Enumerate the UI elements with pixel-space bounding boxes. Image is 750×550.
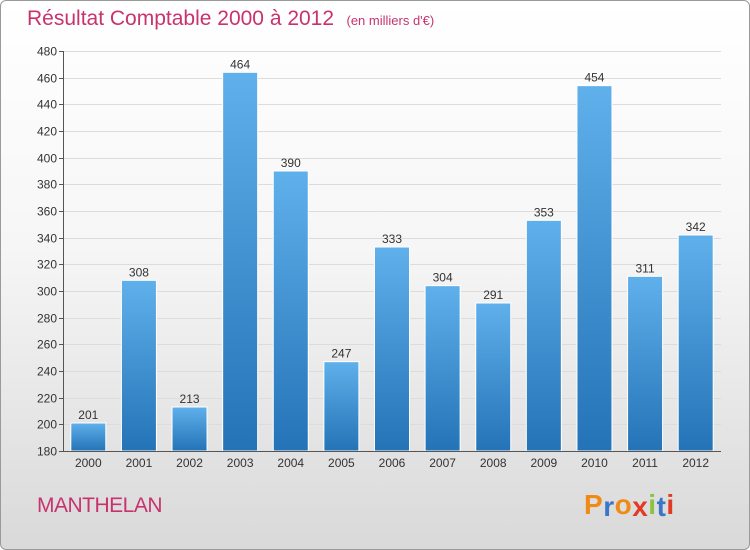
value-label-2006: 333 [382, 232, 402, 246]
bar-2008 [475, 302, 512, 452]
x-tick-label-2004: 2004 [277, 456, 304, 470]
logo-letter: r [603, 491, 615, 522]
bars-group: 201 308 213 464 390 247 333 304 291 353 454 311 342 [70, 57, 714, 452]
value-label-2010: 454 [584, 71, 604, 85]
logo-letter: i [666, 489, 675, 520]
x-tick-label-2010: 2010 [581, 456, 608, 470]
x-tick-label-2012: 2012 [682, 456, 709, 470]
y-tick-label: 480 [37, 45, 57, 59]
bar-2007 [424, 285, 461, 452]
y-tick-label: 260 [37, 338, 57, 352]
value-label-2002: 213 [180, 392, 200, 406]
value-label-2012: 342 [686, 220, 706, 234]
logo-letter: x [632, 491, 649, 522]
value-label-2007: 304 [433, 271, 453, 285]
y-tick-label: 460 [37, 72, 57, 86]
x-tick-label-2003: 2003 [227, 456, 254, 470]
y-tick-label: 420 [37, 125, 57, 139]
bar-2012 [677, 234, 714, 452]
x-tick-label-2009: 2009 [530, 456, 557, 470]
value-label-2008: 291 [483, 288, 503, 302]
y-tick-label: 220 [37, 392, 57, 406]
bar-2011 [627, 275, 664, 452]
x-tick-label-2000: 2000 [75, 456, 102, 470]
x-tick-label-2006: 2006 [379, 456, 406, 470]
value-label-2009: 353 [534, 205, 554, 219]
title-unit-note: (en milliers d'€) [346, 13, 435, 28]
value-label-2003: 464 [230, 57, 250, 71]
y-tick-label: 360 [37, 205, 57, 219]
bar-2002 [171, 406, 208, 452]
y-tick-label: 380 [37, 178, 57, 192]
y-tick-label: 400 [37, 152, 57, 166]
y-tick-label: 240 [37, 365, 57, 379]
bar-2010 [576, 85, 613, 452]
y-tick-label: 320 [37, 258, 57, 272]
y-tick-label: 340 [37, 232, 57, 246]
logo-letter: i [648, 489, 657, 520]
x-tick-label-2007: 2007 [429, 456, 456, 470]
bar-2001 [120, 279, 157, 452]
x-tick-label-2005: 2005 [328, 456, 355, 470]
value-label-2000: 201 [78, 408, 98, 422]
y-tick-label: 440 [37, 98, 57, 112]
commune-name: MANTHELAN [37, 494, 163, 517]
bar-2000 [70, 422, 107, 452]
axes-group [59, 51, 721, 452]
value-label-2004: 390 [281, 156, 301, 170]
bar-2004 [272, 170, 309, 452]
logo-letter: P [584, 489, 604, 520]
y-tick-label: 280 [37, 312, 57, 326]
bar-2006 [374, 246, 410, 452]
logo-letter: o [614, 489, 633, 520]
y-tick-label: 180 [37, 445, 57, 459]
x-tick-label-2011: 2011 [632, 456, 658, 470]
value-label-2001: 308 [129, 265, 149, 279]
y-tick-label: 200 [37, 418, 57, 432]
bar-2009 [525, 219, 562, 452]
bar-2003 [222, 71, 259, 452]
logo-letter: t [656, 491, 667, 522]
value-label-2005: 247 [331, 347, 351, 361]
tick-labels-group: 180 200 220 240 260 280 300 320 340 360 380 400 420 4… [37, 45, 709, 471]
bar-2005 [323, 361, 360, 452]
proxiti-logo: Proxiti [584, 489, 675, 522]
value-label-2011: 311 [636, 261, 655, 275]
x-tick-label-2002: 2002 [176, 456, 203, 470]
title-main: Résultat Comptable 2000 à 2012 [27, 7, 335, 30]
chart-title: Résultat Comptable 2000 à 2012 (en milli… [27, 7, 434, 31]
x-tick-label-2001: 2001 [126, 456, 153, 470]
y-tick-label: 300 [37, 285, 57, 299]
x-tick-label-2008: 2008 [480, 456, 507, 470]
